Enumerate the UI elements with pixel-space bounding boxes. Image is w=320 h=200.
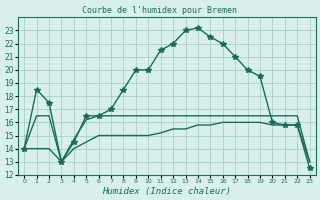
- X-axis label: Humidex (Indice chaleur): Humidex (Indice chaleur): [102, 187, 231, 196]
- Text: Courbe de l'humidex pour Bremen: Courbe de l'humidex pour Bremen: [83, 6, 237, 15]
